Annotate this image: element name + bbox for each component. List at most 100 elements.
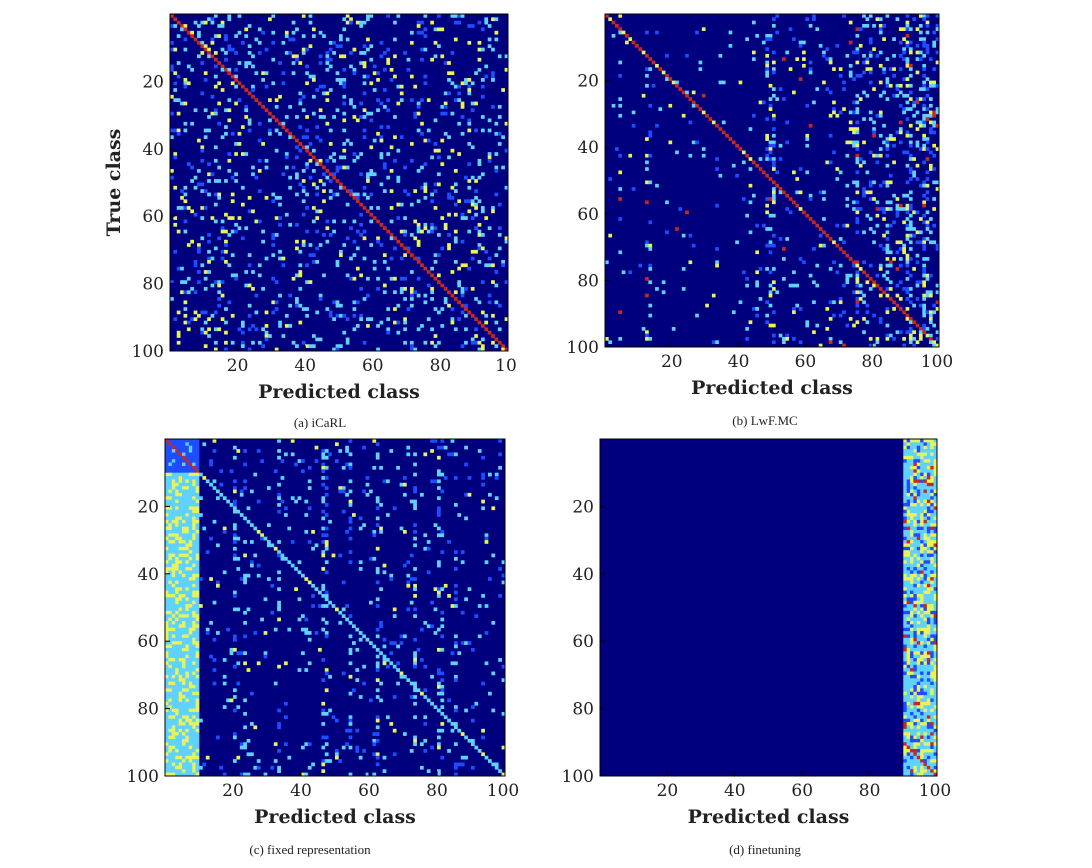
heatmap-cell <box>645 330 649 335</box>
heatmap-cell <box>236 755 241 760</box>
heatmap-cell <box>321 509 326 514</box>
heatmap-cell <box>913 617 918 622</box>
heatmap-cell <box>905 23 910 28</box>
heatmap-cell <box>178 701 183 706</box>
heatmap-cell <box>885 163 890 168</box>
heatmap-cell <box>918 23 923 28</box>
heatmap-cell <box>298 286 303 291</box>
heatmap-cell <box>210 94 215 99</box>
heatmap-cell <box>311 344 316 348</box>
heatmap-cell <box>842 240 846 245</box>
heatmap-cell <box>362 81 367 86</box>
heatmap-cell <box>930 620 934 625</box>
heatmap-cell <box>261 229 265 234</box>
heatmap-cell <box>908 73 913 78</box>
heatmap-cell <box>233 455 237 460</box>
heatmap-cell <box>165 644 169 649</box>
heatmap-cell <box>277 482 281 487</box>
heatmap-cell <box>470 249 475 254</box>
heatmap-cell <box>372 64 377 69</box>
heatmap-cell <box>324 449 329 453</box>
heatmap-cell <box>923 499 928 504</box>
heatmap-cell <box>348 465 353 470</box>
heatmap-cell <box>305 206 309 210</box>
heatmap-cell <box>645 293 649 298</box>
heatmap-cell <box>298 182 303 187</box>
heatmap-cell <box>176 330 181 335</box>
heatmap-cell <box>203 78 208 82</box>
heatmap-cell <box>688 260 693 265</box>
heatmap-cell <box>188 641 193 645</box>
heatmap-cell <box>888 137 893 141</box>
heatmap-cell <box>913 465 918 470</box>
heatmap-cell <box>278 324 282 328</box>
heatmap-cell <box>375 715 380 720</box>
heatmap-cell <box>195 543 200 548</box>
heatmap-cell <box>195 604 200 608</box>
heatmap-cell <box>267 540 271 544</box>
heatmap-cell <box>165 600 169 605</box>
heatmap-cell <box>355 192 360 197</box>
heatmap-cell <box>271 192 276 197</box>
heatmap-cell <box>761 170 766 175</box>
heatmap-cell <box>470 340 475 345</box>
heatmap-cell <box>195 465 200 470</box>
heatmap-cell <box>308 152 313 156</box>
heatmap-cell <box>925 147 930 151</box>
heatmap-cell <box>501 580 506 585</box>
heatmap-cell <box>828 237 833 241</box>
heatmap-cell <box>379 243 384 247</box>
heatmap-cell <box>923 516 928 521</box>
heatmap-cell <box>922 143 926 148</box>
heatmap-cell <box>195 533 200 538</box>
heatmap-cell <box>284 324 289 328</box>
heatmap-cell <box>828 160 833 165</box>
heatmap-cell <box>920 476 924 480</box>
heatmap-cell <box>795 190 800 195</box>
heatmap-cell <box>409 297 414 301</box>
heatmap-cell <box>457 199 462 204</box>
heatmap-cell <box>168 519 173 524</box>
heatmap-cell <box>928 230 933 235</box>
heatmap-cell <box>765 173 770 178</box>
heatmap-cell <box>403 253 407 257</box>
heatmap-cell <box>348 634 353 639</box>
heatmap-cell <box>467 24 472 28</box>
heatmap-cell <box>935 123 940 128</box>
heatmap-cell <box>878 23 883 28</box>
heatmap-cell <box>318 30 323 35</box>
heatmap-cell <box>188 711 193 716</box>
heatmap-cell <box>922 240 926 245</box>
heatmap-cell <box>315 185 320 190</box>
heatmap-cell <box>267 523 271 527</box>
heatmap-cell <box>895 213 900 218</box>
heatmap-cell <box>808 67 813 71</box>
heatmap-cell <box>168 506 173 511</box>
heatmap-cell <box>173 71 178 76</box>
heatmap-cell <box>301 212 306 217</box>
heatmap-cell <box>403 51 407 55</box>
heatmap-cell <box>423 47 428 52</box>
heatmap-cell <box>845 280 850 285</box>
heatmap-cell <box>920 597 924 602</box>
heatmap-cell <box>185 445 190 450</box>
heatmap-cell <box>481 735 485 740</box>
heatmap-cell <box>335 344 340 348</box>
heatmap-cell <box>251 340 255 345</box>
heatmap-cell <box>912 343 916 348</box>
heatmap-cell <box>192 600 196 605</box>
heatmap-cell <box>453 212 458 217</box>
heatmap-cell <box>182 506 186 511</box>
heatmap-cell <box>832 300 836 305</box>
heatmap-cells-fixed-representation <box>165 439 506 777</box>
heatmap-cell <box>376 71 380 76</box>
heatmap-cell <box>926 610 931 615</box>
heatmap-cell <box>375 647 380 652</box>
heatmap-cell <box>308 344 313 348</box>
heatmap-cell <box>203 108 208 113</box>
heatmap-cell <box>440 678 445 682</box>
heatmap-cell <box>888 200 893 205</box>
heatmap-cell <box>192 462 196 467</box>
heatmap-cell <box>778 143 783 148</box>
heatmap-cell <box>933 610 938 615</box>
